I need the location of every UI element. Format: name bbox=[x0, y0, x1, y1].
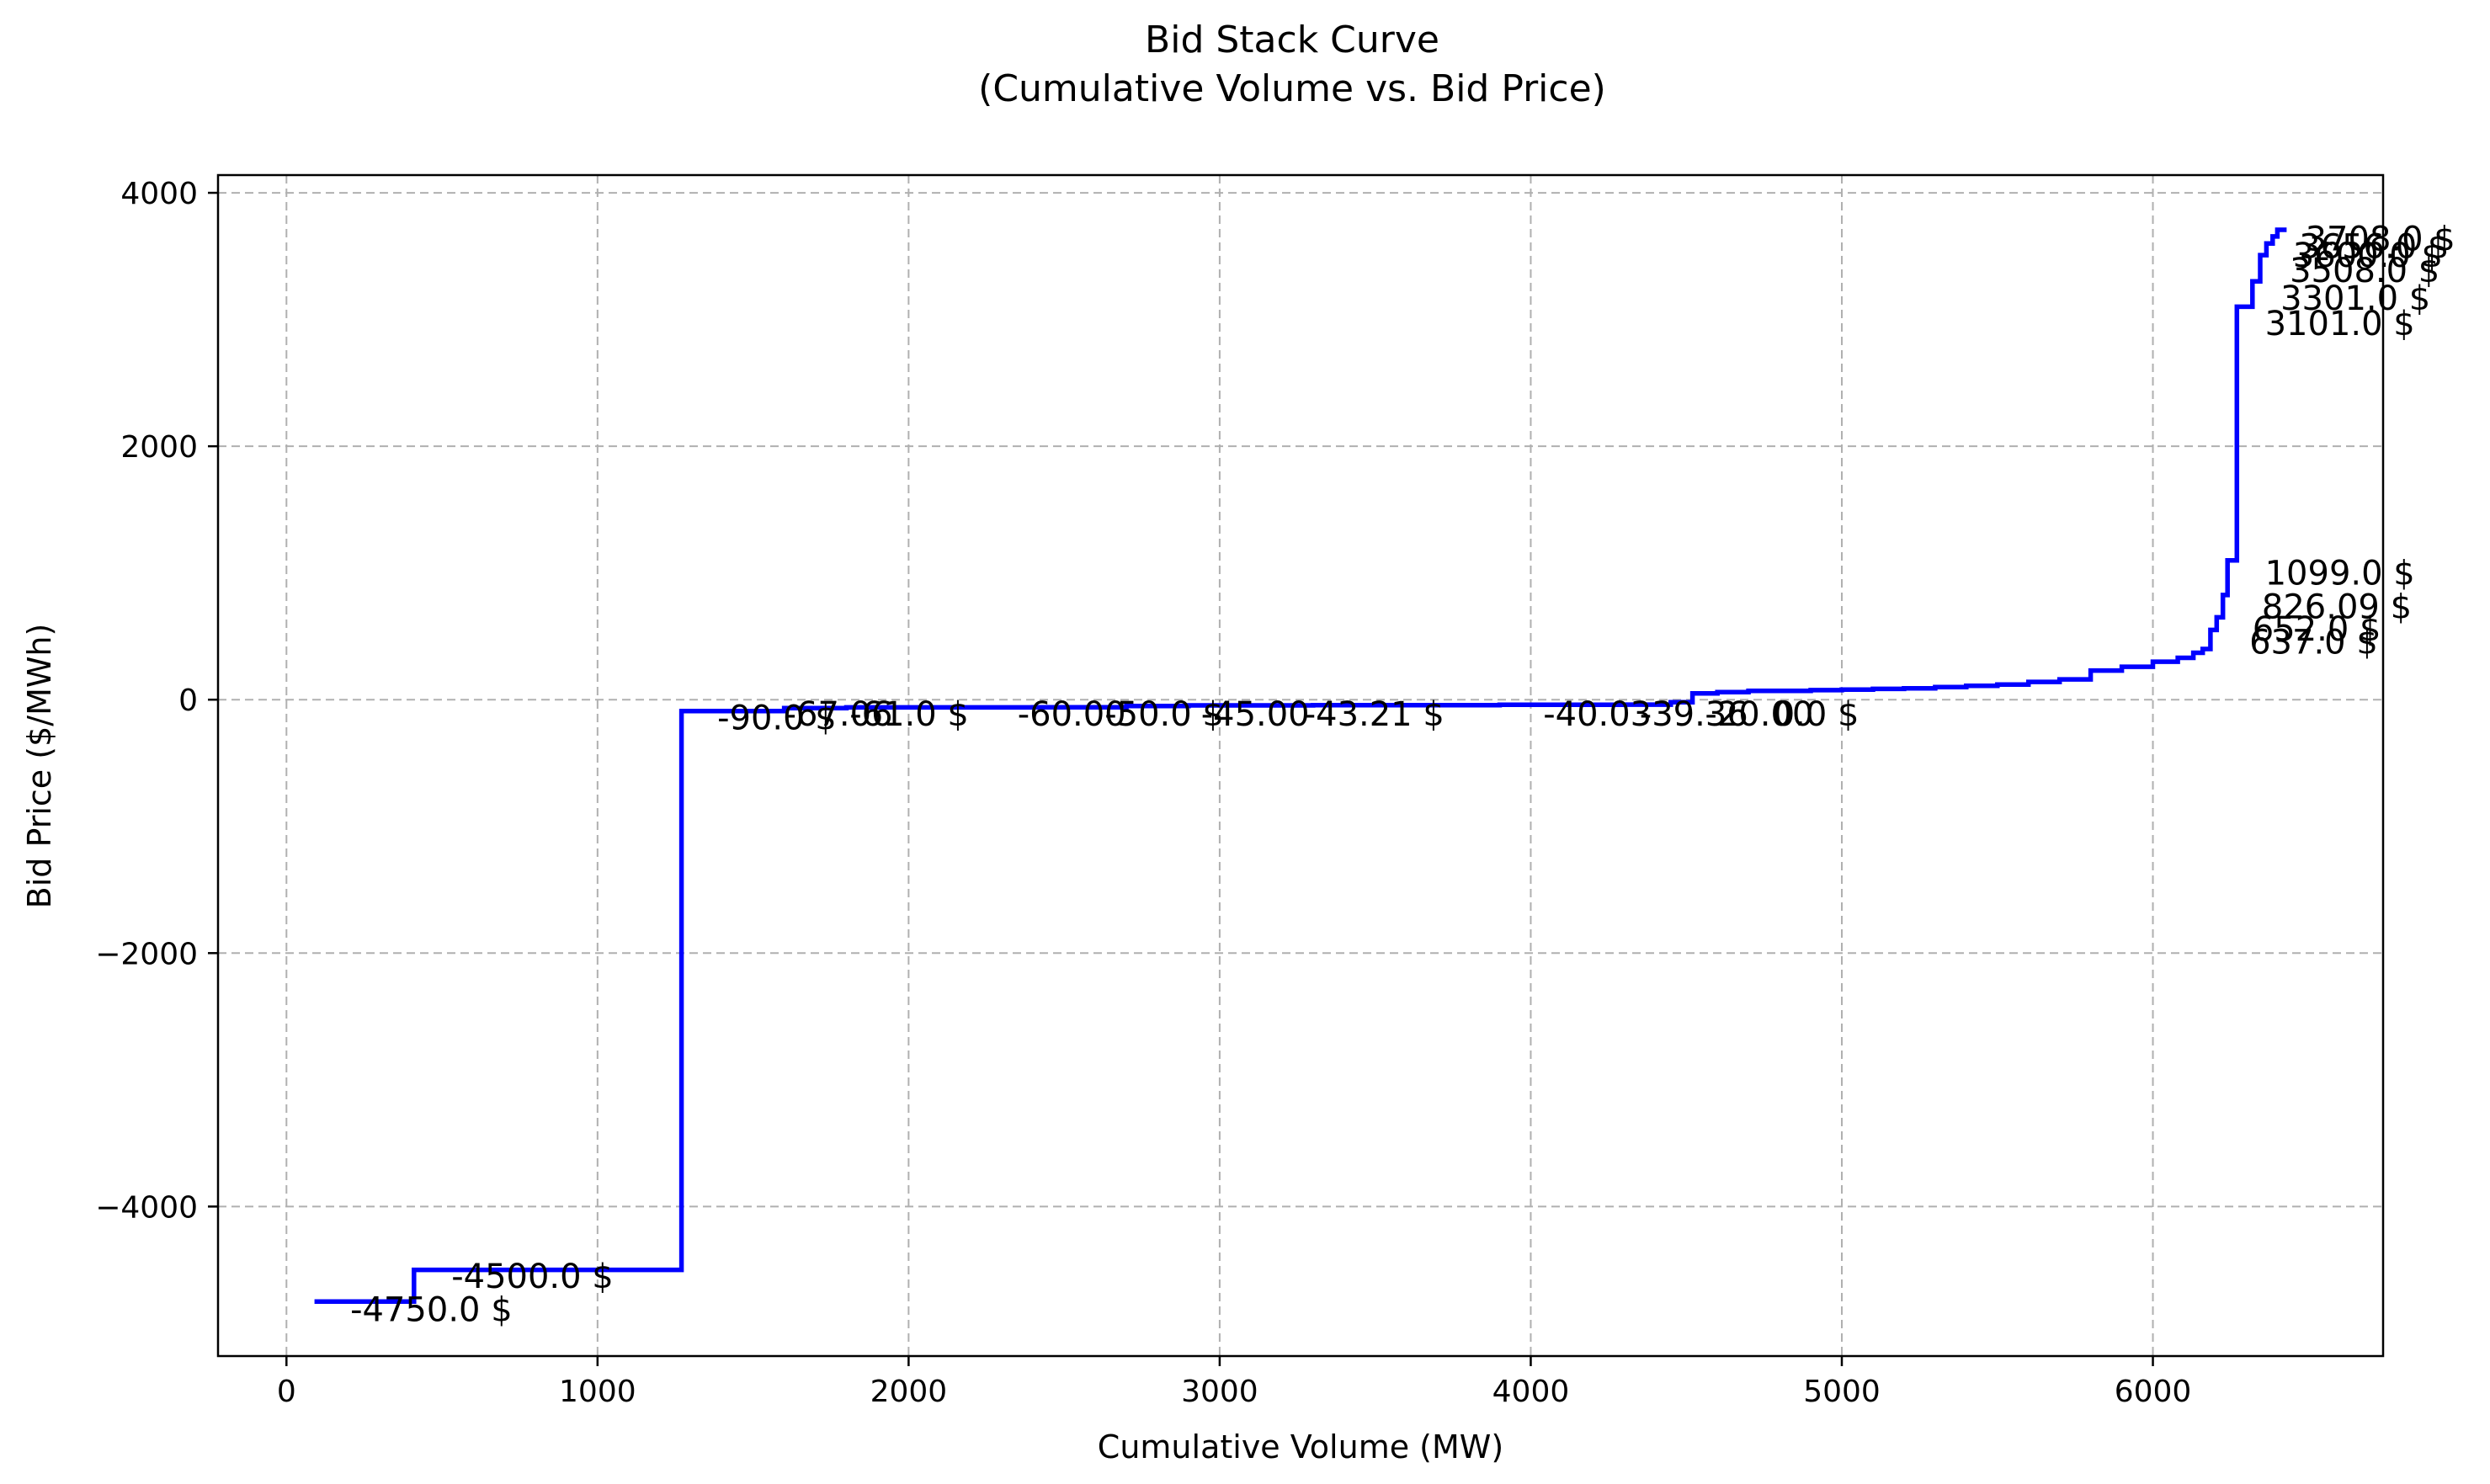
price-annotation: -20.00 bbox=[1705, 695, 1813, 734]
plot-frame bbox=[216, 173, 2385, 1358]
price-annotation: 3101.0 $ bbox=[2265, 305, 2415, 343]
x-tick-label: 2000 bbox=[870, 1375, 948, 1409]
price-annotation: -4500.0 $ bbox=[451, 1258, 614, 1296]
x-tick-label: 6000 bbox=[2115, 1375, 2192, 1409]
y-tick-label: 0 bbox=[178, 683, 198, 718]
y-axis-label: Bid Price ($/MWh) bbox=[21, 624, 58, 909]
price-annotation: 637.0 $ bbox=[2249, 624, 2378, 662]
price-annotation: -40.03 bbox=[1543, 695, 1652, 734]
price-annotation: 0.0 $ bbox=[1774, 695, 1860, 734]
x-axis-label: Cumulative Volume (MW) bbox=[1098, 1428, 1503, 1465]
price-annotation: 3600.0 $ bbox=[2293, 237, 2443, 275]
x-tick-label: 4000 bbox=[1492, 1375, 1570, 1409]
price-annotation: 3708.0 $ bbox=[2306, 220, 2455, 258]
price-annotation: 652.0 $ bbox=[2253, 610, 2381, 649]
price-annotation: 1099.0 $ bbox=[2265, 555, 2415, 593]
y-tick-label: 4000 bbox=[120, 177, 198, 211]
price-annotation: 3301.0 $ bbox=[2280, 279, 2430, 318]
chart-title: Bid Stack Curve bbox=[1145, 19, 1439, 61]
price-annotation: 826.09 $ bbox=[2262, 588, 2412, 627]
price-annotation: -50.0 $ bbox=[1104, 695, 1224, 734]
y-tick-label: −2000 bbox=[95, 937, 198, 971]
grid-lines bbox=[218, 175, 2383, 1356]
price-annotation: -61.0 $ bbox=[849, 695, 969, 734]
y-tick-label: −4000 bbox=[95, 1190, 198, 1225]
x-tick-label: 5000 bbox=[1803, 1375, 1881, 1409]
y-tick-label: 2000 bbox=[120, 430, 198, 465]
x-tick-label: 1000 bbox=[559, 1375, 636, 1409]
x-tick-label: 0 bbox=[277, 1375, 296, 1409]
price-annotation: -67.06 bbox=[785, 695, 893, 734]
price-annotation: -45.00 bbox=[1201, 695, 1310, 734]
price-annotation: -90.0 $ bbox=[717, 699, 837, 737]
price-annotation: 3508.0 $ bbox=[2290, 252, 2439, 290]
price-annotation: -4750.0 $ bbox=[350, 1291, 513, 1330]
chart-subtitle: (Cumulative Volume vs. Bid Price) bbox=[978, 67, 1606, 110]
price-annotation: -39.36 bbox=[1640, 695, 1748, 734]
y-axis-ticks: −4000 −2000 0 2000 4000 bbox=[95, 177, 218, 1225]
price-annotation: -60.00 bbox=[1018, 695, 1126, 734]
annotation-layer: -4750.0 $-4500.0 $ -90.0 $-67.06-61.0 $ -6… bbox=[350, 220, 2455, 1329]
bid-stack-line bbox=[314, 227, 2287, 1305]
x-tick-label: 3000 bbox=[1181, 1375, 1258, 1409]
x-axis-ticks: 0 1000 2000 3000 4000 5000 6000 bbox=[277, 1356, 2192, 1409]
price-annotation: 3656.0 $ bbox=[2299, 227, 2449, 266]
price-annotation: -43.21 $ bbox=[1304, 695, 1445, 734]
series-layer bbox=[314, 227, 2287, 1305]
